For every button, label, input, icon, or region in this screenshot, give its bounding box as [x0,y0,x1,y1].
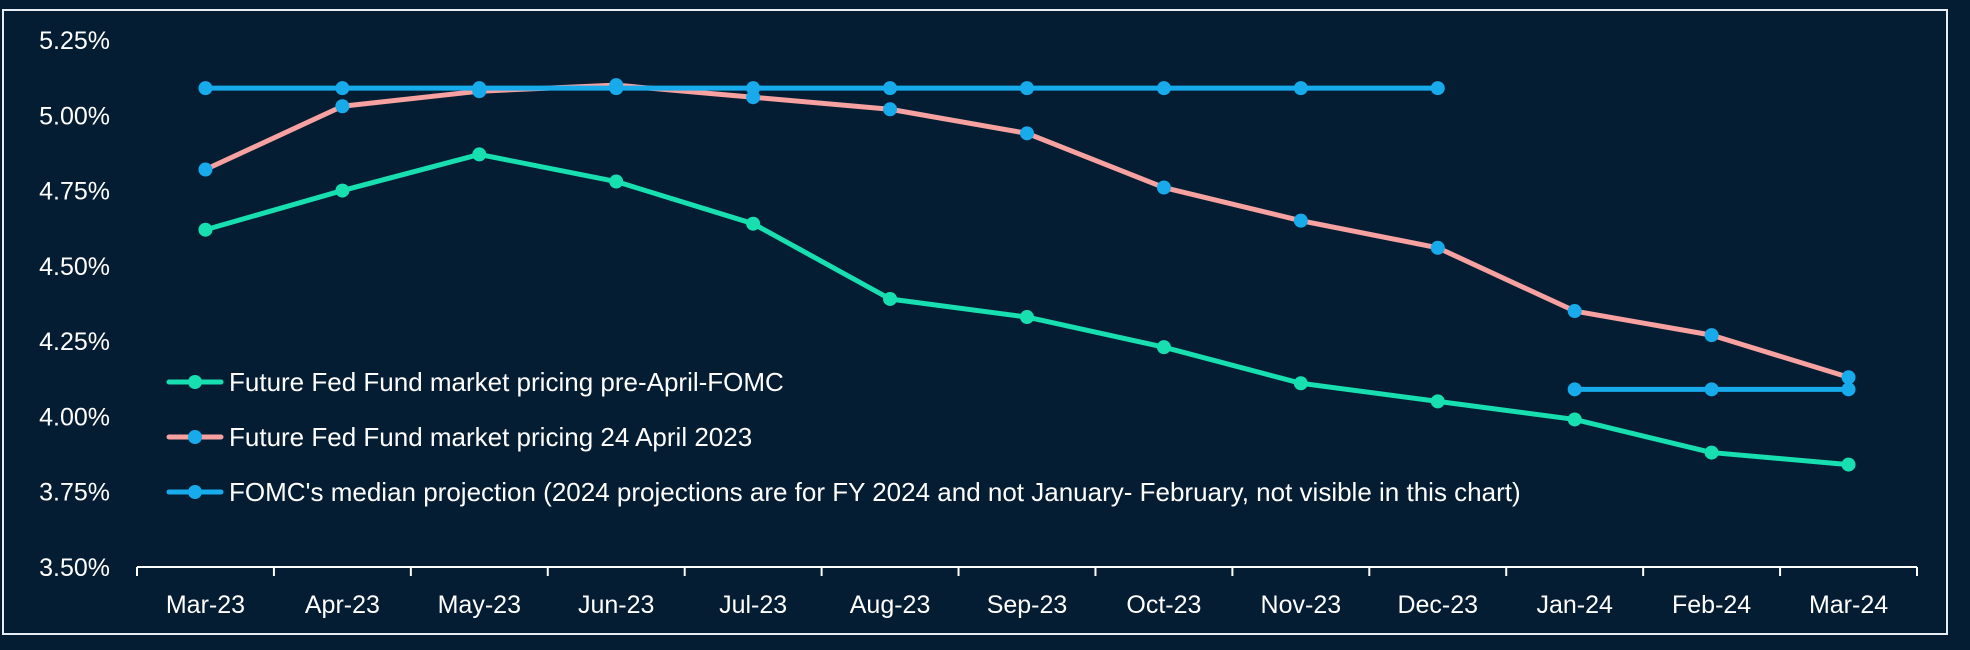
series-2-point [335,99,350,114]
y-tick-label: 4.25% [39,328,110,356]
series-3-point [472,81,487,96]
series-3-point [198,81,213,96]
x-tick-label: Jul-23 [719,591,787,619]
series-1-point [1841,457,1856,472]
series-1-point [198,222,213,237]
y-tick-label: 5.00% [39,102,110,130]
x-tick-label: Mar-23 [166,591,245,619]
x-tick-label: Aug-23 [850,591,931,619]
series-1-point [1020,310,1034,325]
series-1-point [1430,394,1445,409]
legend-label: FOMC's median projection (2024 projectio… [229,477,1521,507]
x-tick-label: Feb-24 [1672,591,1751,619]
series-3-point [1020,81,1034,96]
legend-swatch-marker [188,485,202,499]
x-tick-label: Oct-23 [1126,591,1201,619]
series-3-point [1156,81,1171,96]
legend-swatch-marker [188,430,202,444]
series-2-point [1430,240,1445,255]
series-line-1 [202,151,1852,468]
series-3-point [746,81,761,96]
x-tick-label: Apr-23 [305,591,380,619]
series-1-point [883,291,898,306]
x-tick-label: Nov-23 [1261,591,1342,619]
legend-swatch-marker [188,375,202,389]
series-2-point [1841,370,1856,385]
series-2-point [1020,126,1034,141]
x-tick-label: Mar-24 [1809,591,1888,619]
series-2-point [198,162,213,177]
series-1-point [472,147,487,162]
series-1-point [335,183,350,198]
x-tick-label: Jun-23 [578,591,654,619]
series-3-point [1704,382,1719,397]
y-tick-label: 3.50% [39,554,110,582]
series-3-point [1841,382,1856,397]
series-1-point [746,216,761,231]
x-tick-label: May-23 [438,591,521,619]
series-1-point [609,174,624,189]
x-tick-label: Sep-23 [987,591,1068,619]
series-2-point [1567,304,1582,319]
series-2-point [883,102,898,117]
x-tick-label: Jan-24 [1536,591,1613,619]
series-1-point [1704,445,1719,460]
legend-label: Future Fed Fund market pricing 24 April … [229,422,752,452]
series-2-point [1156,180,1171,195]
series-3-point [1430,81,1445,96]
series-2-point [1704,328,1719,343]
series-3-point [609,81,624,96]
y-tick-label: 4.75% [39,178,110,206]
series-3-point [335,81,350,96]
y-tick-label: 5.25% [39,27,110,55]
series-1-point [1567,412,1582,427]
series-2-point [1293,213,1308,228]
series-1-point [1156,340,1171,355]
y-tick-label: 3.75% [39,479,110,507]
y-tick-label: 4.00% [39,403,110,431]
y-tick-label: 4.50% [39,253,110,281]
legend-label: Future Fed Fund market pricing pre-April… [229,367,784,397]
series-3-point [1293,81,1308,96]
series-1-point [1293,376,1308,391]
chart-frame [2,9,1948,635]
series-3-point [1567,382,1582,397]
x-tick-label: Dec-23 [1397,591,1478,619]
series-3-point [883,81,898,96]
